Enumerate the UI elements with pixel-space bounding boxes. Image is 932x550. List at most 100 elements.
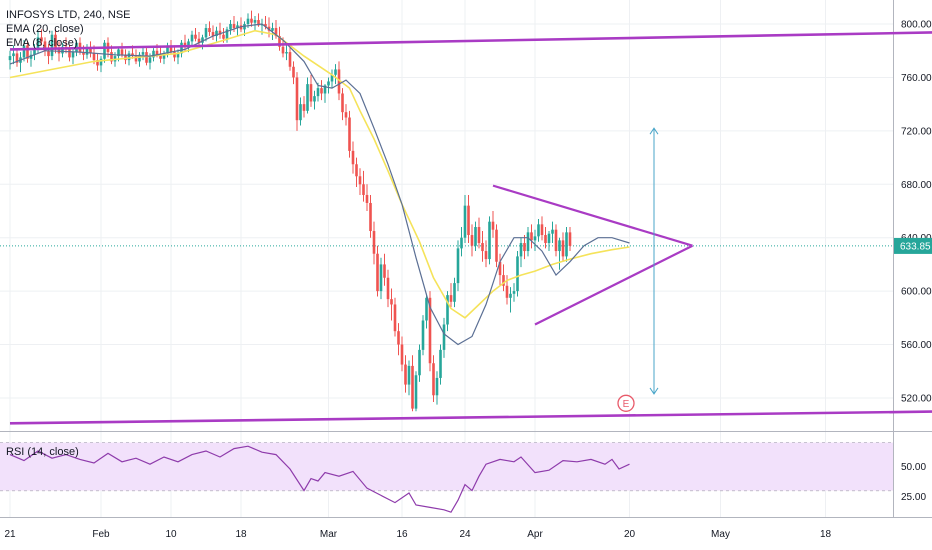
- candle-body: [516, 256, 519, 292]
- upper-channel-line: [9, 31, 932, 51]
- candle-body: [442, 324, 446, 350]
- candle-body: [120, 49, 124, 55]
- candle-body: [127, 53, 131, 61]
- candle-body: [533, 236, 537, 241]
- candle-body: [495, 229, 498, 262]
- price-tick-label: 560.00: [901, 340, 932, 351]
- candle-body: [302, 104, 306, 111]
- rsi-line: [9, 445, 630, 513]
- candle-body: [145, 52, 148, 63]
- candle-body: [285, 52, 288, 54]
- event-marker: [617, 394, 635, 412]
- candle-body: [411, 365, 414, 409]
- candle-body: [22, 45, 26, 58]
- candle-body: [187, 41, 190, 47]
- time-tick-label: 18: [820, 529, 832, 540]
- time-tick-label: May: [711, 529, 730, 540]
- candle-body: [92, 53, 96, 61]
- legend: INFOSYS LTD, 240, NSE EMA (20, close) EM…: [6, 8, 131, 50]
- candle-body: [309, 84, 313, 102]
- ema-lines: [9, 23, 630, 513]
- candle-body: [8, 56, 12, 61]
- candle-body: [15, 53, 19, 63]
- candle-body: [414, 375, 418, 409]
- candle-body: [103, 42, 106, 59]
- candle-body: [372, 231, 376, 254]
- candle-body: [484, 251, 488, 260]
- candle-body: [180, 42, 183, 54]
- legend-rsi-label[interactable]: RSI (14, close): [6, 446, 79, 458]
- candle-body: [379, 264, 383, 292]
- candle-body: [558, 240, 561, 252]
- candle-body: [498, 261, 502, 276]
- arrow-head-up: [649, 127, 659, 135]
- candle-body: [449, 295, 453, 302]
- candle-body: [50, 34, 54, 57]
- price-tick-label: 520.00: [901, 393, 932, 404]
- legend-ema8[interactable]: EMA (8, close): [6, 37, 78, 49]
- candle-body: [456, 248, 460, 284]
- candle-body: [110, 52, 113, 62]
- candle-body: [362, 184, 365, 195]
- time-tick-label: Mar: [320, 529, 338, 540]
- price-tick-label: 680.00: [901, 180, 932, 191]
- price-tick-label: 600.00: [901, 287, 932, 298]
- time-tick-label: 24: [459, 529, 471, 540]
- candle-body: [358, 176, 362, 185]
- chart-grid: [0, 0, 932, 518]
- candle-body: [176, 53, 180, 58]
- candle-body: [341, 93, 344, 113]
- candle-body: [453, 283, 456, 302]
- candle-body: [460, 237, 463, 249]
- candle-body: [334, 69, 337, 75]
- candle-body: [169, 45, 173, 53]
- candle-body: [47, 50, 50, 57]
- candle-body: [194, 34, 197, 39]
- legend-symbol[interactable]: INFOSYS LTD, 240, NSE: [6, 9, 131, 21]
- candle-body: [505, 285, 509, 298]
- candle-body: [292, 66, 295, 78]
- drawings[interactable]: E: [9, 31, 932, 425]
- candle-body: [264, 24, 267, 27]
- candle-body: [40, 37, 43, 42]
- ema20-line: [9, 29, 630, 319]
- candle-body: [348, 117, 351, 151]
- candle-body: [439, 349, 442, 378]
- candle-body: [89, 48, 92, 54]
- ema8-line: [9, 23, 630, 346]
- candle-body: [400, 344, 404, 365]
- last-price-label: 633.85: [900, 241, 931, 252]
- candle-body: [183, 42, 187, 47]
- candle-body: [71, 52, 75, 58]
- candle-body: [435, 377, 439, 396]
- candle-body: [386, 277, 390, 300]
- candle-body: [383, 264, 386, 278]
- candle-body: [236, 25, 239, 29]
- candle-body: [99, 58, 103, 66]
- candle-body: [565, 232, 568, 257]
- candle-body: [551, 229, 554, 234]
- candle-body: [397, 331, 400, 345]
- time-tick-label: 21: [4, 529, 16, 540]
- candle-body: [257, 20, 260, 26]
- candle-body: [337, 69, 341, 94]
- candle-body: [222, 34, 225, 39]
- time-tick-label: 18: [235, 529, 247, 540]
- candle-body: [365, 194, 369, 203]
- time-tick-label: 16: [396, 529, 408, 540]
- candle-body: [278, 36, 281, 47]
- event-marker-label: E: [623, 399, 630, 410]
- candle-body: [509, 293, 512, 298]
- time-tick-label: 10: [165, 529, 177, 540]
- candle-body: [166, 45, 169, 54]
- candle-body: [299, 104, 302, 121]
- candle-body: [33, 48, 36, 55]
- candle-body: [211, 32, 215, 37]
- candle-body: [12, 53, 15, 57]
- price-tick-label: 800.00: [901, 20, 932, 31]
- candle-body: [488, 221, 491, 260]
- price-tick-label: 720.00: [901, 126, 932, 137]
- candle-body: [470, 235, 474, 246]
- legend-ema20[interactable]: EMA (20, close): [6, 23, 84, 35]
